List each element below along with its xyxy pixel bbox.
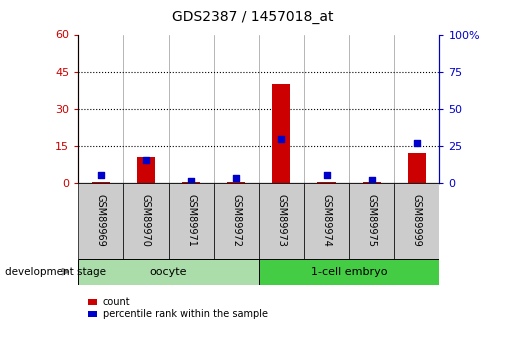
Bar [394, 183, 439, 259]
Bar [304, 183, 349, 259]
Bar [137, 157, 155, 183]
Bar [88, 299, 97, 305]
Text: GSM89972: GSM89972 [231, 194, 241, 247]
Text: GDS2387 / 1457018_at: GDS2387 / 1457018_at [172, 10, 333, 24]
Text: count: count [103, 297, 130, 307]
Bar [78, 183, 123, 259]
Bar [272, 84, 290, 183]
Text: 1-cell embryo: 1-cell embryo [311, 267, 387, 277]
Text: GSM89999: GSM89999 [412, 195, 422, 247]
Point [277, 136, 285, 142]
Text: percentile rank within the sample: percentile rank within the sample [103, 309, 268, 319]
Text: GSM89969: GSM89969 [96, 195, 106, 247]
Point [368, 177, 376, 183]
Bar [408, 153, 426, 183]
Text: GSM89974: GSM89974 [322, 194, 331, 247]
Bar [349, 183, 394, 259]
Point [187, 178, 195, 184]
Bar [259, 259, 439, 285]
Bar [214, 183, 259, 259]
Bar [227, 181, 245, 183]
Bar [259, 183, 304, 259]
Point [142, 157, 150, 162]
Text: development stage: development stage [5, 267, 106, 277]
Text: GSM89973: GSM89973 [276, 194, 286, 247]
Bar [182, 181, 200, 183]
Point [413, 140, 421, 146]
Point [323, 172, 331, 177]
Point [97, 173, 105, 178]
Text: oocyte: oocyte [150, 267, 187, 277]
Text: GSM89970: GSM89970 [141, 194, 151, 247]
Text: GSM89971: GSM89971 [186, 194, 196, 247]
Bar [78, 259, 259, 285]
Bar [123, 183, 169, 259]
Bar [88, 311, 97, 317]
Text: GSM89975: GSM89975 [367, 194, 377, 247]
Bar [318, 181, 335, 183]
Bar [92, 181, 110, 183]
Point [232, 176, 240, 181]
Bar [363, 181, 381, 183]
Bar [169, 183, 214, 259]
